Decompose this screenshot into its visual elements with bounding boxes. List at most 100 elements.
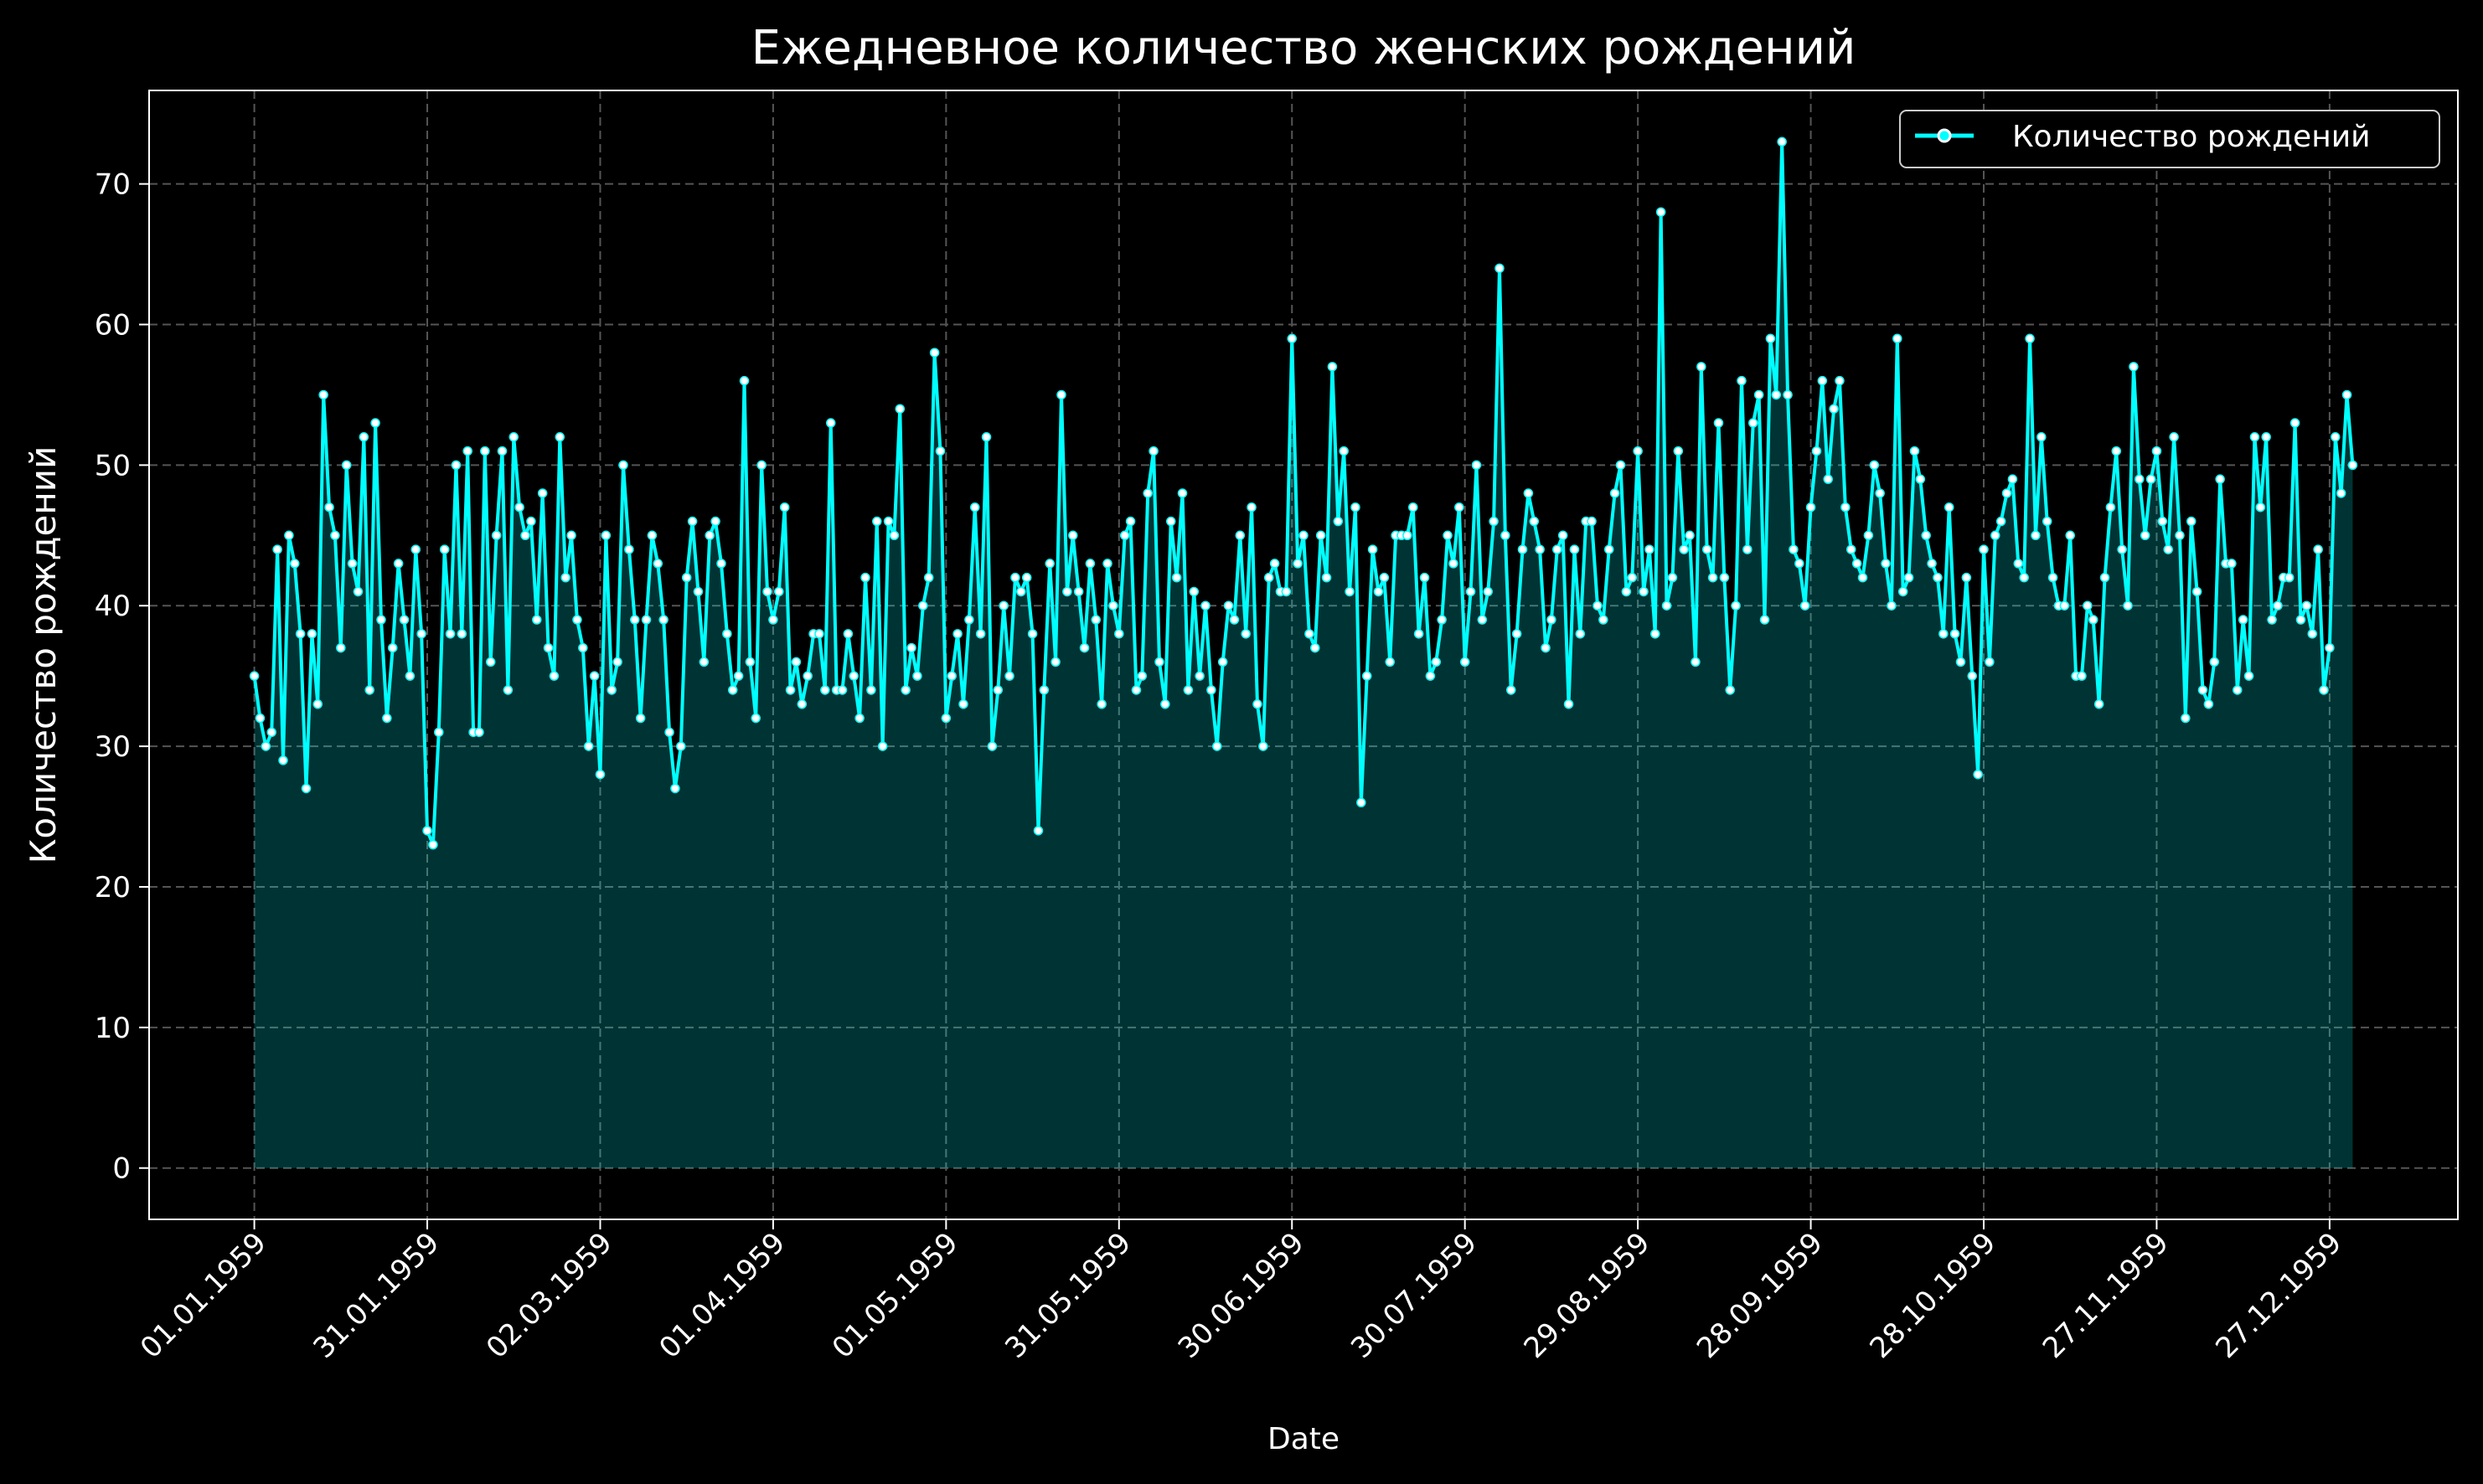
data-point — [1875, 488, 1885, 498]
data-point — [2019, 572, 2029, 583]
y-tick-label: 60 — [95, 309, 131, 343]
data-point — [1016, 586, 1026, 597]
data-point — [2238, 615, 2248, 625]
data-point — [2093, 699, 2104, 709]
data-point — [532, 615, 542, 625]
data-point — [1511, 629, 1522, 639]
data-point — [1143, 488, 1153, 498]
data-point — [607, 685, 617, 695]
data-point — [1603, 544, 1614, 554]
data-point — [1477, 615, 1488, 625]
data-point — [1494, 263, 1505, 274]
data-point — [1269, 559, 1280, 569]
data-point — [1990, 530, 2000, 541]
data-point — [497, 446, 508, 456]
data-point — [1661, 600, 1672, 611]
data-point — [1402, 530, 1412, 541]
data-point — [312, 699, 323, 709]
data-point — [2267, 615, 2277, 625]
data-point — [1097, 699, 1107, 709]
data-point — [1753, 389, 1764, 400]
data-point — [2255, 502, 2266, 513]
data-point — [762, 586, 772, 597]
data-point — [595, 769, 606, 780]
data-point — [1685, 530, 1695, 541]
data-point — [2243, 671, 2254, 681]
data-point — [872, 516, 882, 527]
data-point — [987, 741, 998, 751]
data-point — [843, 629, 854, 639]
data-point — [2047, 572, 2058, 583]
data-point — [2129, 362, 2139, 372]
data-point — [2013, 559, 2024, 569]
data-point — [1667, 572, 1678, 583]
data-point — [2197, 685, 2208, 695]
data-point — [1045, 559, 1055, 569]
data-point — [1933, 572, 1943, 583]
data-point — [1655, 207, 1666, 217]
legend-entry-label: Количество рождений — [2012, 120, 2371, 154]
data-point — [1615, 460, 1626, 471]
data-point — [1183, 685, 1194, 695]
data-point — [2151, 446, 2162, 456]
data-point — [1979, 544, 1989, 554]
data-point — [705, 530, 715, 541]
data-point — [653, 559, 663, 569]
series-points — [249, 137, 2358, 850]
data-point — [2191, 586, 2202, 597]
data-point — [422, 826, 432, 836]
data-point — [2169, 432, 2179, 442]
data-point — [1361, 671, 1372, 681]
y-axis-label: Количество рождений — [23, 446, 64, 864]
series-area — [254, 142, 2353, 1168]
data-point — [393, 559, 404, 569]
data-point — [1056, 389, 1066, 400]
data-point — [1298, 530, 1309, 541]
data-point — [1731, 600, 1741, 611]
data-point — [1569, 544, 1580, 554]
data-point — [1701, 544, 1712, 554]
data-point — [1639, 586, 1649, 597]
data-point — [1310, 642, 1320, 653]
data-point — [370, 418, 380, 428]
data-point — [2175, 530, 2185, 541]
data-point — [1229, 615, 1240, 625]
data-point — [2042, 516, 2052, 527]
data-point — [1425, 671, 1436, 681]
data-point — [1811, 446, 1822, 456]
data-point — [1829, 404, 1839, 414]
data-point — [1189, 586, 1200, 597]
data-point — [647, 530, 658, 541]
data-point — [2209, 657, 2220, 667]
data-point — [797, 699, 808, 709]
data-point — [1073, 586, 1084, 597]
data-point — [428, 839, 438, 850]
data-point — [1454, 502, 1464, 513]
data-point — [1039, 685, 1050, 695]
data-point — [1171, 572, 1182, 583]
data-point — [1241, 629, 1251, 639]
data-point — [2273, 600, 2283, 611]
data-point — [2325, 642, 2335, 653]
data-point — [1563, 699, 1574, 709]
data-point — [1489, 516, 1499, 527]
data-point — [2135, 474, 2145, 484]
data-point — [877, 741, 888, 751]
data-point — [2186, 516, 2196, 527]
legend-box — [1899, 110, 2440, 168]
data-point — [1004, 671, 1014, 681]
data-point — [1725, 685, 1735, 695]
data-point — [618, 460, 628, 471]
data-point — [2319, 685, 2329, 695]
data-point — [514, 502, 524, 513]
y-tick-label: 0 — [112, 1152, 131, 1186]
data-point — [578, 642, 588, 653]
data-point — [1805, 502, 1816, 513]
data-point — [2203, 699, 2214, 709]
data-point — [1881, 559, 1891, 569]
data-point — [1575, 629, 1586, 639]
data-point — [1598, 615, 1608, 625]
data-point — [889, 530, 900, 541]
data-point — [410, 544, 421, 554]
data-point — [2059, 600, 2070, 611]
